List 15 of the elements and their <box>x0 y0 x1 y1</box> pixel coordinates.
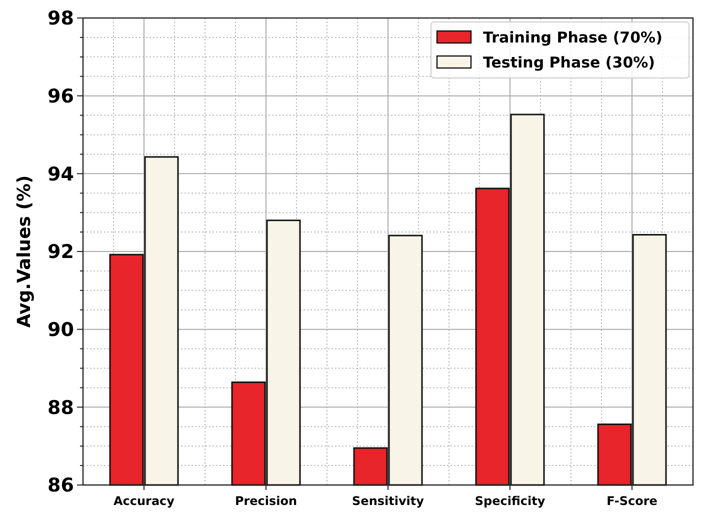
y-axis-title: Avg.Values (%) <box>14 175 35 328</box>
y-tick-label: 98 <box>48 8 74 30</box>
x-tick-label: Sensitivity <box>352 494 424 508</box>
y-tick-label: 90 <box>48 318 74 341</box>
y-tick-label: 96 <box>48 85 74 108</box>
x-tick-label: Specificity <box>474 494 546 508</box>
x-tick-label: F-Score <box>606 494 658 508</box>
x-tick-label: Precision <box>234 494 298 508</box>
legend-label: Testing Phase (30%) <box>483 53 656 72</box>
legend-label: Training Phase (70%) <box>483 28 662 46</box>
y-tick-label: 86 <box>48 474 74 497</box>
y-tick-label: 92 <box>48 241 74 264</box>
x-tick-label: Accuracy <box>113 494 175 508</box>
y-tick-label: 88 <box>48 396 74 419</box>
y-tick-label: 94 <box>48 163 74 186</box>
